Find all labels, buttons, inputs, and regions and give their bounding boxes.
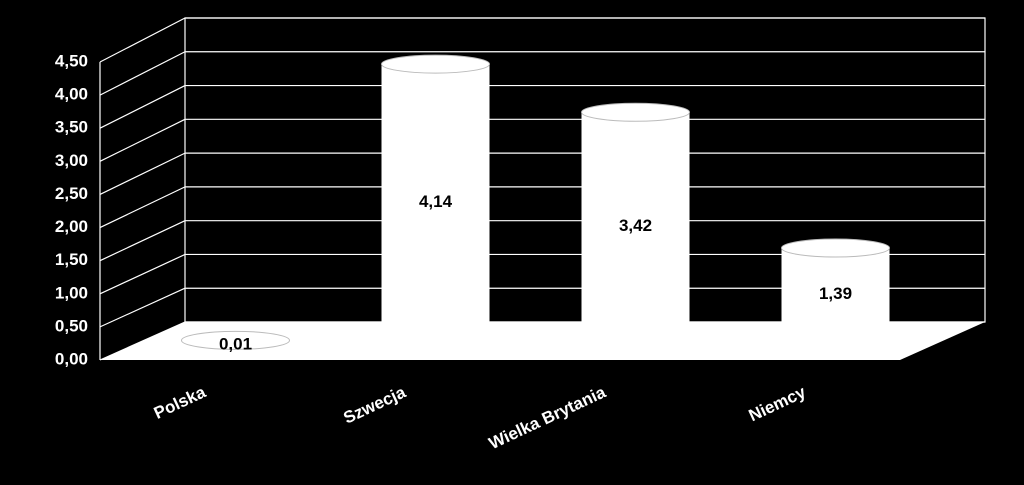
bar-top-outline: [581, 102, 690, 122]
y-tick-label: 3,00: [55, 151, 88, 170]
value-label: 3,42: [619, 216, 652, 235]
value-label: 1,39: [819, 284, 852, 303]
x-tick-label: Polska: [151, 382, 209, 423]
y-tick-label: 4,00: [55, 85, 88, 104]
y-tick-label: 1,00: [55, 283, 88, 302]
x-tick-label: Szwecja: [341, 382, 409, 427]
y-tick-label: 1,50: [55, 250, 88, 269]
bar: [181, 331, 290, 350]
grid-line-side: [99, 51, 186, 96]
bar: [781, 239, 890, 350]
bar: [581, 103, 690, 350]
bar-top-outline: [181, 330, 290, 350]
grid-line-side: [99, 220, 186, 262]
floor: [100, 322, 985, 360]
y-tick-label: 3,50: [55, 118, 88, 137]
grid-line-side: [99, 85, 186, 129]
bar-top-outline: [781, 238, 890, 258]
value-label: 0,01: [219, 334, 252, 353]
y-tick-label: 0,00: [55, 349, 88, 368]
grid-line-side: [99, 152, 186, 195]
grid-line-side: [99, 186, 186, 229]
x-tick-label: Niemcy: [746, 382, 809, 425]
grid-line-side: [99, 17, 186, 63]
y-tick-label: 0,50: [55, 316, 88, 335]
y-tick-label: 2,00: [55, 217, 88, 236]
y-tick-label: 2,50: [55, 184, 88, 203]
value-label: 4,14: [419, 192, 453, 211]
y-tick-label: 4,50: [55, 51, 88, 70]
grid-line-side: [99, 253, 186, 295]
grid-line-side: [99, 287, 186, 328]
x-tick-label: Wielka Brytania: [486, 382, 609, 453]
bar-top-outline: [381, 54, 490, 74]
bar: [381, 55, 490, 350]
grid-line-side: [99, 118, 186, 162]
